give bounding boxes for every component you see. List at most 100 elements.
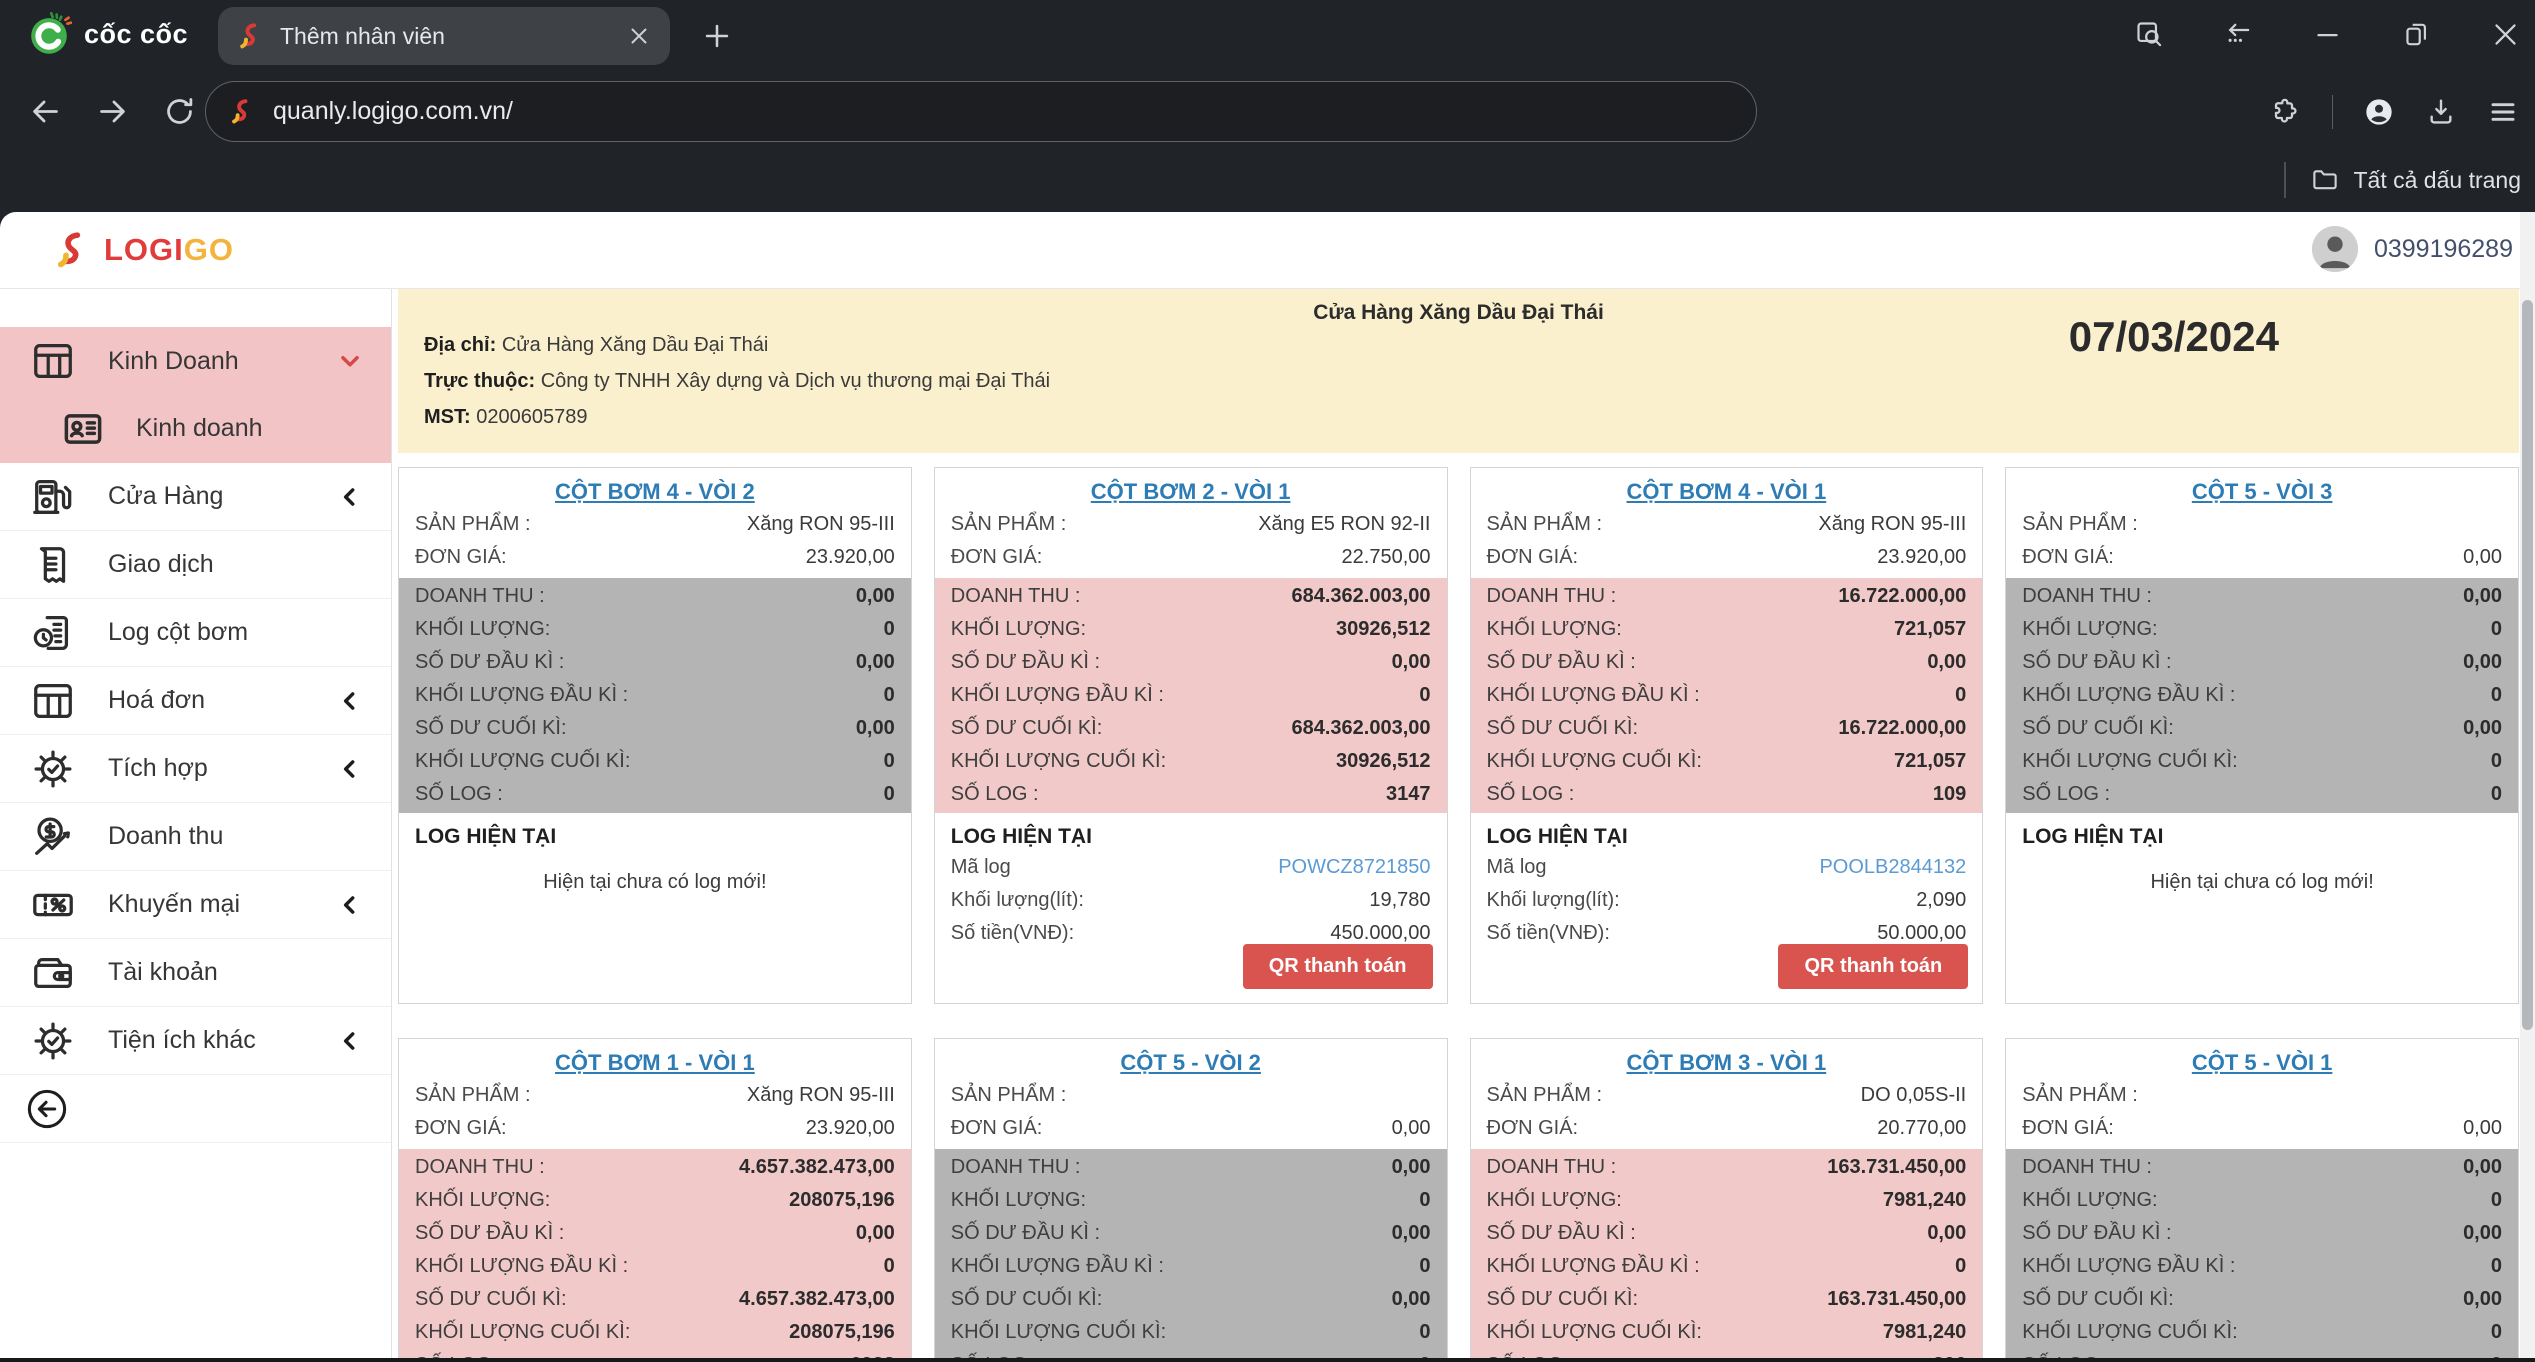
field-label: ĐƠN GIÁ: [1486, 1117, 1579, 1139]
forward-icon[interactable] [95, 94, 130, 129]
revenue-row: DOANH THU : 163.731.450,00 [1471, 1151, 1983, 1184]
closing-volume-row: KHỐI LƯỢNG CUỐI KÌ: 30926,512 [935, 745, 1447, 778]
field-label: SỐ LOG : [1487, 1354, 1575, 1361]
sidebar-item-kinh-doanh[interactable]: Kinh Doanh [0, 327, 391, 395]
field-label: SỐ DƯ ĐẦU KÌ : [1486, 1222, 1636, 1244]
closing-volume-value: 30926,512 [1335, 750, 1431, 772]
logigo-favicon [232, 99, 248, 124]
log-volume-row: Khối lượng(lít): 2,090 [1471, 884, 1983, 917]
qr-payment-button[interactable]: QR thanh toán [1778, 944, 1969, 989]
product-value: Xăng RON 95-III [746, 513, 895, 535]
collapse-sidebar-icon[interactable] [24, 1086, 70, 1132]
recent-tabs-icon[interactable] [2223, 19, 2254, 50]
qr-payment-button[interactable]: QR thanh toán [1242, 944, 1433, 989]
sidebar-item-tiện-ích-khác[interactable]: Tiện ích khác [0, 1007, 391, 1075]
log-amount-value: 450.000,00 [1330, 922, 1431, 944]
closing-volume-value: 7981,240 [1882, 1321, 1967, 1343]
log-count-value: 0 [2491, 1354, 2502, 1361]
opening-balance-row: SỐ DƯ ĐẦU KÌ : 0,00 [935, 646, 1447, 679]
sidebar-item-log-cột-bơm[interactable]: Log cột bơm [0, 599, 391, 667]
log-count-value: 0 [1419, 1354, 1430, 1361]
totals-section: DOANH THU : 0,00 KHỐI LƯỢNG: 0 SỐ DƯ ĐẦU… [2006, 1149, 2518, 1361]
volume-value: 0 [883, 618, 895, 640]
pump-card-title-link[interactable]: CỘT 5 - VÒI 3 [2191, 479, 2333, 504]
sidebar-item-doanh-thu[interactable]: Doanh thu [0, 803, 391, 871]
sidebar-item-cửa-hàng[interactable]: Cửa Hàng [0, 463, 391, 531]
field-label: SỐ DƯ CUỐI KÌ: [1486, 1288, 1639, 1310]
pump-card-title-link[interactable]: CỘT 5 - VÒI 2 [1120, 1050, 1261, 1075]
bookmarks-divider [2283, 162, 2286, 198]
closing-volume-row: KHỐI LƯỢNG CUỐI KÌ: 7981,240 [1471, 1316, 1983, 1349]
tab-close-icon[interactable] [626, 23, 652, 49]
logigo-logo[interactable]: LOGIGO [52, 229, 234, 271]
chevron-left-icon [337, 688, 363, 714]
field-label: SỐ DƯ ĐẦU KÌ : [950, 1222, 1101, 1244]
sidebar-item-label: Cửa Hàng [108, 482, 224, 510]
coccoc-brand-name: cốc cốc [84, 18, 189, 49]
opening-volume-row: KHỐI LƯỢNG ĐẦU KÌ : 0 [2006, 679, 2518, 712]
field-label: SỐ DƯ ĐẦU KÌ : [1486, 651, 1636, 673]
pump-card: CỘT 5 - VÒI 3 SẢN PHẨM : ĐƠN GIÁ: 0,00 D… [2005, 467, 2519, 1004]
pump-card-title-link[interactable]: CỘT 5 - VÒI 1 [2191, 1050, 2333, 1075]
unit-price-row: ĐƠN GIÁ: 0,00 [935, 1112, 1447, 1145]
pump-card-title-link[interactable]: CỘT BƠM 4 - VÒI 1 [1626, 479, 1827, 504]
revenue-value: 4.657.382.473,00 [739, 1156, 895, 1178]
unit-price-value: 20.770,00 [1877, 1117, 1967, 1139]
log-code-link[interactable]: POWCZ8721850 [1278, 856, 1431, 878]
opening-balance-value: 0,00 [1927, 651, 1967, 673]
field-label: KHỐI LƯỢNG: [2022, 618, 2158, 640]
revenue-value: 0,00 [2463, 1156, 2502, 1178]
download-icon[interactable] [2425, 96, 2457, 128]
sidebar-item-hoá-đơn[interactable]: Hoá đơn [0, 667, 391, 735]
sidebar-item-giao-dịch[interactable]: Giao dịch [0, 531, 391, 599]
chevron-down-icon [337, 348, 363, 374]
all-bookmarks-label[interactable]: Tất cả dấu trang [2353, 166, 2522, 193]
close-window-icon[interactable] [2490, 19, 2521, 50]
volume-value: 721,057 [1893, 618, 1967, 640]
search-tabs-icon[interactable] [2134, 19, 2165, 50]
extensions-icon[interactable] [2270, 96, 2302, 128]
field-label: DOANH THU : [1486, 585, 1617, 607]
field-label: SỐ DƯ CUỐI KÌ: [1486, 717, 1639, 739]
field-label: Số tiền(VNĐ): [1486, 922, 1610, 944]
sidebar-item-khuyến-mại[interactable]: Khuyến mại [0, 871, 391, 939]
log-code-link[interactable]: POOLB2844132 [1819, 856, 1967, 878]
opening-volume-row: KHỐI LƯỢNG ĐẦU KÌ : 0 [1471, 1250, 1983, 1283]
pump-card-title-link[interactable]: CỘT BƠM 2 - VÒI 1 [1090, 479, 1291, 504]
coupon-icon [30, 882, 76, 928]
back-icon[interactable] [28, 94, 63, 129]
browser-tab[interactable]: Thêm nhân viên [218, 7, 670, 65]
minimize-icon[interactable] [2312, 19, 2343, 50]
sidebar-item-tích-hợp[interactable]: Tích hợp [0, 735, 391, 803]
new-tab-button[interactable] [700, 19, 734, 53]
field-label: DOANH THU : [950, 1156, 1081, 1178]
url-text[interactable]: quanly.logigo.com.vn/ [273, 97, 513, 125]
pump-card-title-link[interactable]: CỘT BƠM 4 - VÒI 2 [555, 479, 755, 504]
volume-row: KHỐI LƯỢNG: 30926,512 [935, 613, 1447, 646]
toolbar-divider [2332, 95, 2333, 129]
station-mst: MST: 0200605789 [424, 406, 588, 428]
url-bar[interactable]: quanly.logigo.com.vn/ [205, 81, 1757, 142]
restore-icon[interactable] [2401, 19, 2432, 50]
avatar[interactable] [2311, 226, 2358, 272]
menu-icon[interactable] [2487, 96, 2519, 128]
log-amount-value: 50.000,00 [1877, 922, 1967, 944]
sidebar-items: Kinh Doanh Kinh doanh Cửa Hàng Giao dịch… [0, 327, 391, 1075]
site-header: LOGIGO 0399196289 [0, 212, 2535, 289]
closing-volume-value: 0 [2490, 1321, 2502, 1343]
pump-card-title-link[interactable]: CỘT BƠM 1 - VÒI 1 [555, 1050, 755, 1075]
profile-icon[interactable] [2363, 96, 2395, 128]
field-label: SẢN PHẨM : [415, 513, 531, 535]
scrollbar-thumb[interactable] [2522, 300, 2533, 1030]
pump-card-title-link[interactable]: CỘT BƠM 3 - VÒI 1 [1626, 1050, 1827, 1075]
sidebar: Kinh Doanh Kinh doanh Cửa Hàng Giao dịch… [0, 289, 392, 1361]
station-details: Địa chỉ: Cửa Hàng Xăng Dầu Đại Thái Trực… [424, 327, 1050, 435]
page-scrollbar[interactable] [2520, 212, 2535, 1362]
log-count-row: SỐ LOG : 3147 [935, 778, 1447, 811]
reload-icon[interactable] [162, 94, 197, 129]
unit-price-value: 0,00 [2463, 546, 2502, 568]
sidebar-item-kinh-doanh[interactable]: Kinh doanh [0, 395, 391, 463]
opening-balance-row: SỐ DƯ ĐẦU KÌ : 0,00 [935, 1217, 1447, 1250]
account-menu[interactable]: 0399196289 [2311, 226, 2513, 272]
sidebar-item-tài-khoản[interactable]: Tài khoản [0, 939, 391, 1007]
